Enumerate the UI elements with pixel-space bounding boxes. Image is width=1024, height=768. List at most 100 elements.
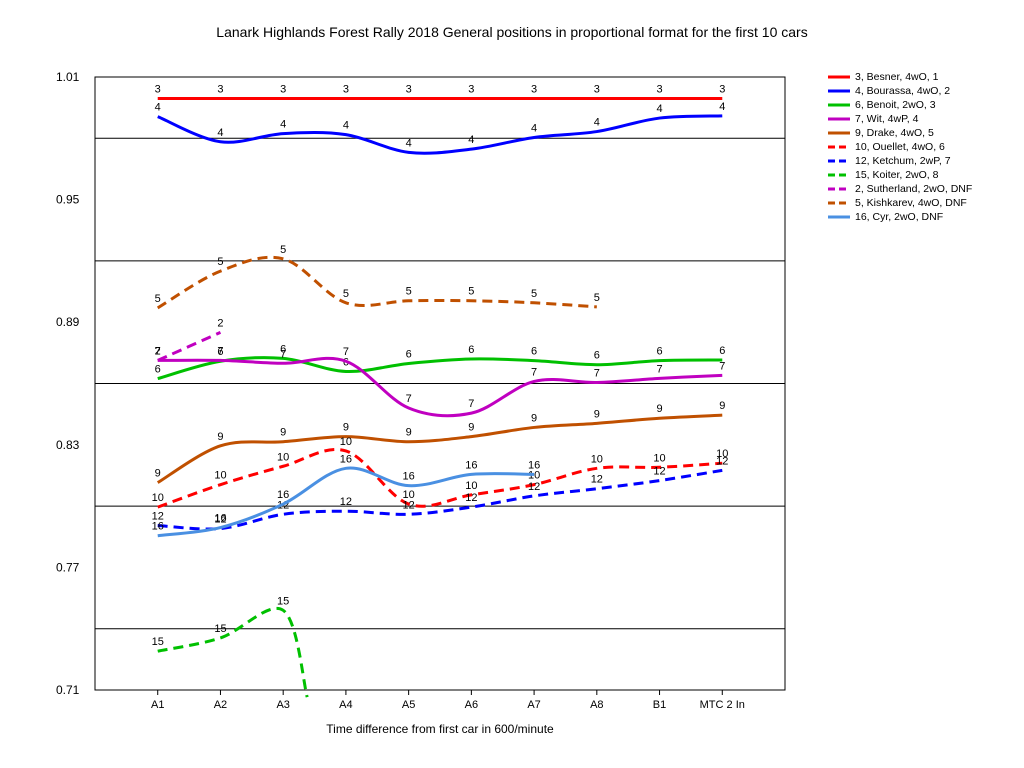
series-line <box>157 466 535 538</box>
point-label: 9 <box>406 427 412 439</box>
y-tick-label: 0.83 <box>56 438 80 452</box>
y-tick-label: 0.95 <box>56 193 80 207</box>
chart-legend: 3, Besner, 4wO, 1 4, Bourassa, 4wO, 2 6, B… <box>828 70 972 224</box>
point-label: 12 <box>528 481 540 493</box>
legend-item: 3, Besner, 4wO, 1 <box>828 70 972 84</box>
y-tick-label: 0.71 <box>56 683 80 697</box>
legend-swatch <box>828 75 850 79</box>
x-tick-label: A6 <box>465 699 478 711</box>
point-label: 7 <box>217 345 223 357</box>
point-label: 16 <box>152 521 164 533</box>
x-tick-label: B1 <box>653 699 666 711</box>
point-label: 5 <box>280 244 286 256</box>
point-label: 10 <box>152 492 164 504</box>
legend-label: 12, Ketchum, 2wP, 7 <box>855 155 951 167</box>
x-tick-label: A3 <box>276 699 289 711</box>
legend-label: 6, Benoit, 2wO, 3 <box>855 99 936 111</box>
legend-swatch <box>828 187 850 191</box>
legend-item: 4, Bourassa, 4wO, 2 <box>828 84 972 98</box>
legend-swatch <box>828 117 850 121</box>
legend-item: 9, Drake, 4wO, 5 <box>828 126 972 140</box>
point-label: 3 <box>594 83 600 95</box>
point-label: 10 <box>403 489 415 501</box>
legend-item: 12, Ketchum, 2wP, 7 <box>828 154 972 168</box>
point-label: 4 <box>155 102 161 114</box>
legend-label: 15, Koiter, 2wO, 8 <box>855 169 939 181</box>
legend-label: 5, Kishkarev, 4wO, DNF <box>855 197 967 209</box>
point-label: 6 <box>531 346 537 358</box>
x-tick-label: A8 <box>590 699 603 711</box>
point-label: 7 <box>280 348 286 360</box>
y-tick-label: 1.01 <box>56 70 80 84</box>
legend-swatch <box>828 201 850 205</box>
point-label: 4 <box>656 103 662 115</box>
legend-label: 7, Wit, 4wP, 4 <box>855 113 919 125</box>
point-label: 3 <box>155 83 161 95</box>
x-tick-label: A2 <box>214 699 227 711</box>
point-label: 7 <box>468 398 474 410</box>
point-label: 4 <box>406 137 412 149</box>
point-label: 12 <box>340 496 352 508</box>
y-tick-label: 0.77 <box>56 560 80 574</box>
point-label: 9 <box>468 422 474 434</box>
point-label: 6 <box>719 345 725 357</box>
point-label: 6 <box>594 350 600 362</box>
point-label: 7 <box>719 360 725 372</box>
series-line <box>157 448 723 509</box>
x-axis-label: Time difference from first car in 600/mi… <box>326 722 554 736</box>
point-label: 9 <box>656 403 662 415</box>
point-label: 2 <box>155 345 161 357</box>
point-label: 16 <box>277 489 289 501</box>
point-label: 3 <box>531 83 537 95</box>
legend-swatch <box>828 173 850 177</box>
point-label: 5 <box>155 293 161 305</box>
point-label: 5 <box>217 256 223 268</box>
point-label: 16 <box>465 459 477 471</box>
point-label: 9 <box>217 431 223 443</box>
point-label: 4 <box>217 127 223 139</box>
series-line <box>157 468 723 531</box>
legend-item: 7, Wit, 4wP, 4 <box>828 112 972 126</box>
legend-swatch <box>828 145 850 149</box>
series-line <box>157 356 723 418</box>
point-label: 7 <box>406 393 412 405</box>
point-label: 15 <box>214 623 226 635</box>
legend-label: 9, Drake, 4wO, 5 <box>855 127 934 139</box>
point-label: 7 <box>656 363 662 375</box>
legend-label: 16, Cyr, 2wO, DNF <box>855 211 944 223</box>
legend-label: 10, Ouellet, 4wO, 6 <box>855 141 945 153</box>
legend-swatch <box>828 159 850 163</box>
series-line <box>157 331 222 362</box>
point-label: 4 <box>468 134 474 146</box>
point-label: 7 <box>531 366 537 378</box>
point-label: 7 <box>155 345 161 357</box>
point-label: 10 <box>591 453 603 465</box>
point-label: 9 <box>280 427 286 439</box>
point-label: 9 <box>531 412 537 424</box>
point-label: 6 <box>155 364 161 376</box>
point-label: 5 <box>594 292 600 304</box>
point-label: 4 <box>280 119 286 131</box>
series-line <box>156 255 597 310</box>
point-label: 10 <box>716 448 728 460</box>
x-tick-label: A7 <box>527 699 540 711</box>
point-label: 3 <box>217 83 223 95</box>
legend-label: 4, Bourassa, 4wO, 2 <box>855 85 951 97</box>
x-tick-label: MTC 2 In <box>700 699 745 711</box>
point-label: 10 <box>214 470 226 482</box>
point-label: 7 <box>343 346 349 358</box>
legend-swatch <box>828 131 850 135</box>
point-label: 6 <box>656 346 662 358</box>
legend-item: 10, Ouellet, 4wO, 6 <box>828 140 972 154</box>
point-label: 12 <box>152 511 164 523</box>
series-line <box>157 114 723 155</box>
legend-label: 3, Besner, 4wO, 1 <box>855 71 939 83</box>
chart-title: Lanark Highlands Forest Rally 2018 Gener… <box>216 24 808 40</box>
legend-item: 16, Cyr, 2wO, DNF <box>828 210 972 224</box>
legend-swatch <box>828 89 850 93</box>
point-label: 9 <box>343 422 349 434</box>
series-line <box>157 606 309 698</box>
point-label: 5 <box>343 288 349 300</box>
legend-swatch <box>828 103 850 107</box>
